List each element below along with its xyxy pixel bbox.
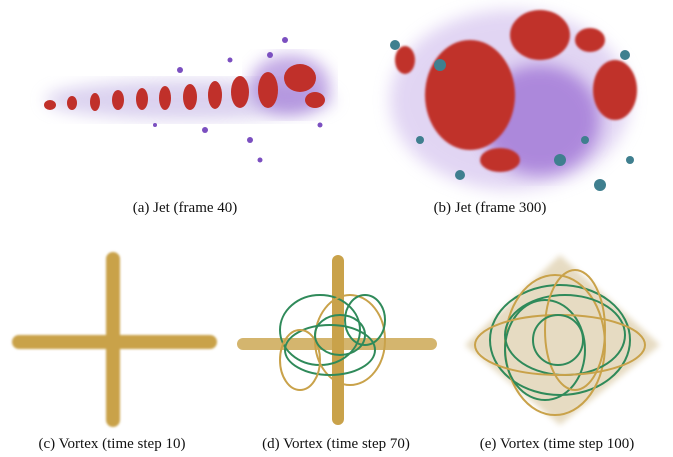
caption: (e) Vortex (time step 100) [480, 436, 634, 452]
vortex-step-10-image [12, 252, 217, 427]
page: (a) Jet (frame 40) (b) Jet (frame 300) (… [0, 0, 673, 457]
vortex-step-70-image [237, 255, 437, 425]
vortex-tube [12, 335, 217, 349]
caption: (a) Jet (frame 40) [133, 200, 238, 216]
vortex-tube [237, 338, 437, 350]
caption: (c) Vortex (time step 10) [39, 436, 186, 452]
jet-frame-300-image [390, 10, 637, 191]
jet-frame-40-image [44, 37, 335, 163]
caption: (d) Vortex (time step 70) [262, 436, 410, 452]
vortex-step-100-image [465, 255, 660, 425]
caption: (b) Jet (frame 300) [434, 200, 547, 216]
figure: (a) Jet (frame 40) (b) Jet (frame 300) (… [0, 0, 673, 457]
